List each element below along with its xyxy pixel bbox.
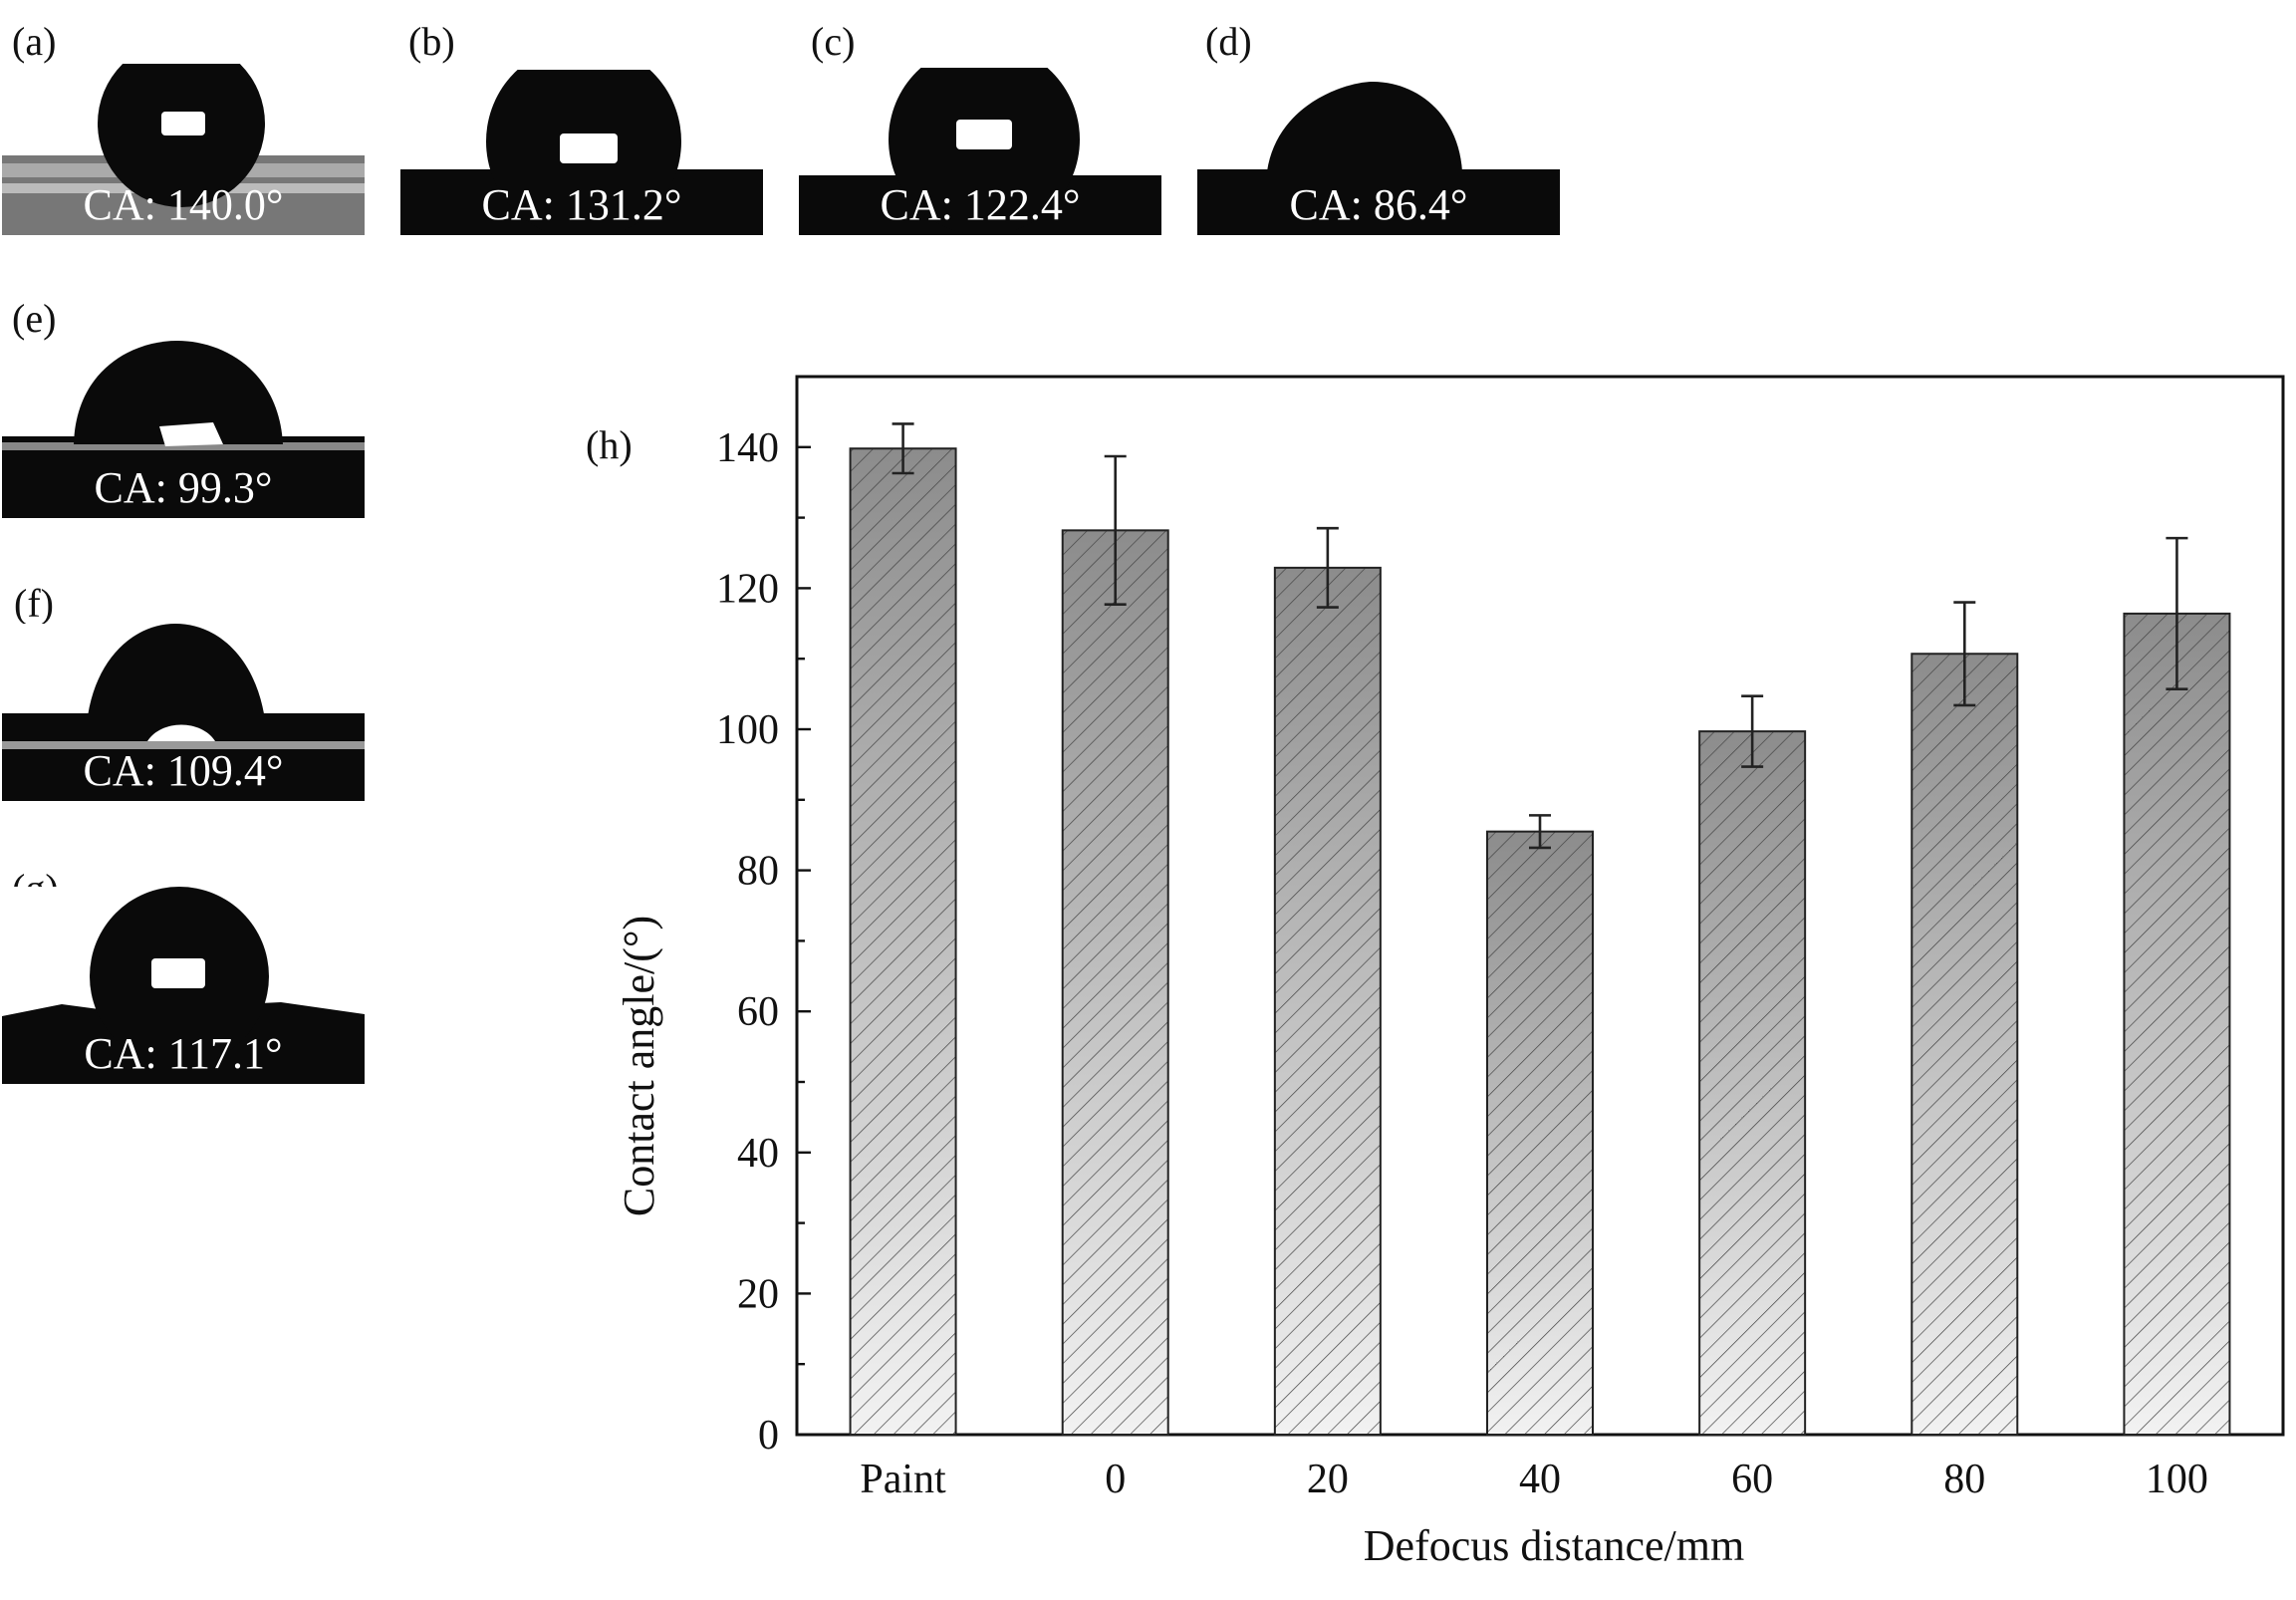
y-tick-label: 40 (737, 1131, 779, 1177)
droplet-image-d (1197, 64, 1560, 235)
x-tick-label: 100 (2146, 1457, 2208, 1502)
y-tick-label: 140 (716, 425, 779, 471)
droplet-photo-c: CA: 122.4° (799, 64, 1161, 235)
y-axis: 0 20 40 60 80 100 120 140 (716, 375, 811, 1459)
error-bars-group (892, 422, 2188, 850)
bar-hatch (1486, 830, 1594, 1436)
droplet-image-f (2, 624, 365, 801)
x-tick-label: Paint (860, 1457, 946, 1502)
contact-angle-label-b: CA: 131.2° (481, 180, 682, 229)
x-tick-label: 60 (1731, 1457, 1773, 1502)
y-tick-label: 120 (716, 566, 779, 612)
panel-label-e: (e) (12, 296, 57, 341)
y-tick-label: 0 (758, 1413, 779, 1459)
x-tick-label: 40 (1519, 1457, 1561, 1502)
droplet-photo-a: CA: 140.0° (2, 64, 365, 235)
bar-hatch (849, 447, 957, 1436)
droplet-image-c (799, 64, 1161, 235)
contact-angle-label-f: CA: 109.4° (83, 746, 284, 795)
x-tick-label: 0 (1105, 1457, 1126, 1502)
bar-hatch (1911, 653, 2019, 1436)
y-tick-label: 100 (716, 707, 779, 753)
panel-label-a: (a) (12, 19, 57, 64)
y-axis-label: Contact angle/(°) (615, 916, 663, 1216)
bar-hatch (1698, 730, 1807, 1436)
droplet-image-g (2, 887, 365, 1084)
panel-label-c: (c) (811, 19, 856, 64)
droplet-image-a (2, 64, 365, 235)
droplet-image-b (400, 64, 763, 235)
contact-angle-label-g: CA: 117.1° (84, 1029, 283, 1078)
x-tick-label: 80 (1943, 1457, 1985, 1502)
droplet-photo-g: CA: 117.1° (2, 887, 365, 1084)
contact-angle-label-e: CA: 99.3° (94, 463, 273, 512)
contact-angle-label-d: CA: 86.4° (1289, 180, 1468, 229)
x-tick-label: 20 (1307, 1457, 1349, 1502)
y-tick-label: 80 (737, 849, 779, 895)
bar-hatch (1273, 566, 1382, 1436)
bars-group (849, 447, 2231, 1436)
panel-label-h: (h) (586, 422, 633, 467)
x-axis-label: Defocus distance/mm (1364, 1521, 1744, 1570)
panel-label-f: (f) (14, 581, 54, 626)
droplet-photo-d: CA: 86.4° (1197, 64, 1560, 235)
contact-angle-label-c: CA: 122.4° (880, 180, 1081, 229)
bar-hatch (2123, 612, 2231, 1436)
x-axis: Paint 0 20 40 60 80 100 (860, 1421, 2208, 1502)
contact-angle-label-a: CA: 140.0° (83, 180, 284, 229)
droplet-image-e (2, 341, 365, 518)
bar-hatch (1061, 529, 1169, 1436)
droplet-photo-f: CA: 109.4° (2, 624, 365, 801)
droplet-photo-e: CA: 99.3° (2, 341, 365, 518)
droplet-photo-b: CA: 131.2° (400, 64, 763, 235)
panel-label-b: (b) (408, 19, 455, 64)
y-tick-label: 60 (737, 989, 779, 1035)
y-tick-label: 20 (737, 1271, 779, 1317)
panel-label-d: (d) (1205, 19, 1252, 64)
